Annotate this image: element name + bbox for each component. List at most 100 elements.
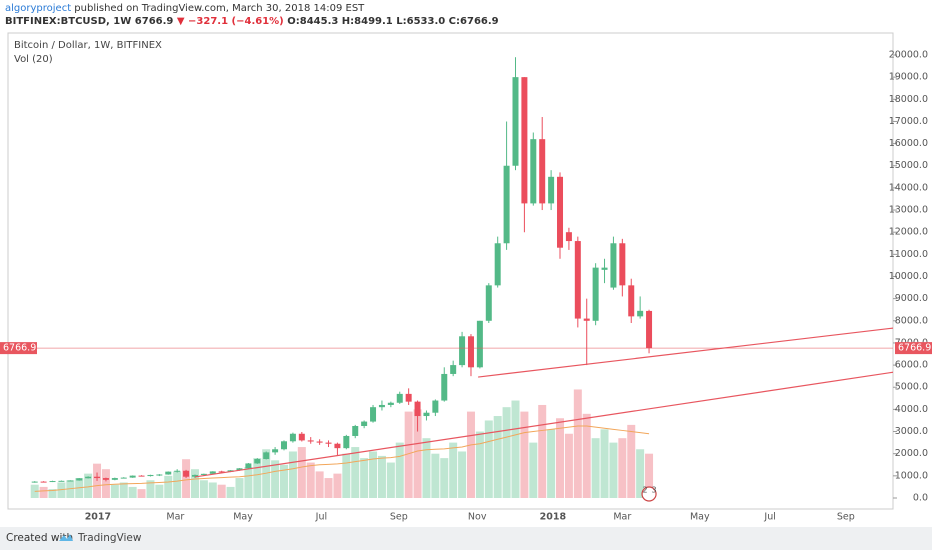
volume-bar [538, 404, 547, 498]
candle-body [521, 77, 528, 204]
event-flag [641, 486, 657, 502]
candle-body [334, 443, 341, 449]
candle-body [378, 404, 385, 408]
volume-bar [404, 411, 413, 498]
candle-body [174, 470, 181, 472]
volume-bar [431, 453, 440, 498]
candle-body [272, 449, 279, 453]
x-tick-label: Jul [763, 512, 775, 523]
candle-body [209, 471, 216, 474]
x-tick-label: Sep [390, 512, 408, 523]
candle-body [441, 373, 448, 401]
candle-body [485, 285, 492, 321]
trend-line [194, 371, 893, 478]
trend-line [478, 327, 893, 378]
y-tick-label: 19000.0 [889, 72, 928, 83]
volume-bar [573, 389, 582, 498]
x-tick-label: Mar [166, 512, 184, 523]
plot-frame [7, 32, 894, 510]
y-tick-label: 12000.0 [889, 227, 928, 238]
volume-bar [244, 466, 253, 498]
volume-bar [386, 462, 395, 498]
x-tick-label: Nov [468, 512, 487, 523]
candle-body [432, 400, 439, 413]
x-tick-label: Sep [837, 512, 855, 523]
candle-body [574, 241, 581, 319]
candle-body [343, 435, 350, 449]
ohlc: O:8445.3 H:8499.1 L:6533.0 C:6766.9 [287, 16, 499, 27]
candle-body [325, 442, 332, 444]
y-tick-label: 10000.0 [889, 271, 928, 282]
chart-subtitle: Vol (20) [14, 54, 53, 65]
volume-bar [146, 480, 155, 498]
volume-bar [484, 420, 493, 498]
volume-ma [34, 425, 650, 492]
volume-layer [30, 389, 654, 498]
volume-bar [591, 438, 600, 498]
volume-bar [84, 473, 93, 498]
last-price-label: 6766.9 [898, 343, 931, 354]
candle-body [254, 459, 261, 464]
volume-bar [582, 413, 591, 498]
candle-body [58, 480, 65, 482]
publish-line: algoryproject published on TradingView.c… [5, 3, 364, 14]
candle-body [396, 393, 403, 403]
price-layer [8, 57, 893, 483]
candle-body [592, 267, 599, 321]
y-tick-label: 0.0 [913, 492, 928, 503]
volume-bar [155, 484, 164, 498]
candle-body [31, 481, 38, 483]
y-tick-label: 16000.0 [889, 138, 928, 149]
candle-body [236, 468, 243, 471]
volume-bar [253, 458, 262, 498]
y-tick-label: 1000.0 [895, 470, 928, 481]
volume-bar [395, 442, 404, 498]
y-tick-label: 17000.0 [889, 116, 928, 127]
volume-bar [173, 471, 182, 498]
volume-bar [280, 464, 289, 498]
volume-bar [164, 475, 173, 498]
x-tick-label: Jul [315, 512, 327, 523]
candle-body [539, 139, 546, 204]
candle-body [637, 310, 644, 317]
candle-body [459, 336, 466, 366]
volume-bar [333, 473, 342, 498]
candle-body [450, 365, 457, 374]
candle-body [67, 480, 74, 482]
volume-bar [511, 400, 520, 498]
y-tick-label: 6000.0 [895, 360, 928, 371]
author[interactable]: algoryproject [5, 3, 72, 14]
candle-body [165, 471, 172, 475]
candle-body [183, 470, 190, 477]
volume-bar [288, 451, 297, 498]
candle-body [619, 243, 626, 286]
candle-body [200, 473, 207, 475]
candle-body [476, 320, 483, 368]
candle-body [94, 476, 101, 479]
candle-body [307, 440, 314, 442]
volume-bar [57, 482, 66, 498]
volume-bar [520, 411, 529, 498]
y-tick-label: 9000.0 [895, 293, 928, 304]
volume-bar [564, 433, 573, 498]
volume-bar [137, 489, 146, 498]
last-price-box [895, 342, 932, 355]
volume-bar [351, 447, 360, 498]
volume-bar [600, 429, 609, 498]
volume-bar [440, 458, 449, 498]
candle-body [423, 412, 430, 417]
candle-body [298, 433, 305, 441]
brand[interactable]: TradingView [78, 532, 142, 544]
candle-body [583, 318, 590, 321]
y-tick-label: 20000.0 [889, 49, 928, 60]
volume-bar [182, 459, 191, 498]
candle-body [601, 267, 608, 270]
y-tick-label: 13000.0 [889, 205, 928, 216]
candle-body [111, 478, 118, 480]
y-tick-label: 11000.0 [889, 249, 928, 260]
volume-bar [422, 438, 431, 498]
candle-body [494, 243, 501, 286]
candle-body [40, 481, 47, 483]
volume-bar [645, 453, 654, 498]
volume-bar [609, 442, 618, 498]
